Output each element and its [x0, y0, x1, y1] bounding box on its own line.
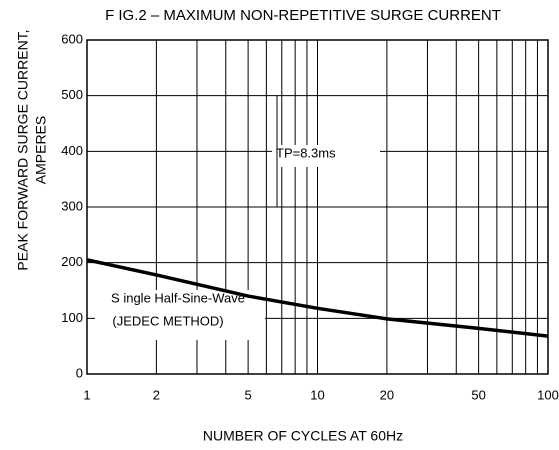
y-tick-label: 0	[76, 365, 83, 380]
y-tick-label: 100	[61, 310, 83, 325]
line	[86, 258, 549, 338]
y-tick-label: 400	[61, 143, 83, 158]
annotation-box	[272, 145, 380, 167]
x-axis-label: NUMBER OF CYCLES AT 60Hz	[203, 428, 403, 444]
y-axis-label: AMPERES	[33, 116, 49, 184]
x-tick-label: 50	[471, 387, 485, 402]
x-tick-label: 2	[153, 387, 160, 402]
y-tick-label: 500	[61, 87, 83, 102]
annotation-box	[95, 290, 265, 340]
x-tick-label: 100	[537, 387, 559, 402]
x-tick-label: 10	[310, 387, 324, 402]
chart-title: F IG.2 – MAXIMUM NON-REPETITIVE SURGE CU…	[105, 7, 501, 24]
y-tick-label: 200	[61, 254, 83, 269]
annotation: S ingle Half-Sine-Wave	[111, 290, 245, 305]
x-tick-label: 5	[244, 387, 251, 402]
y-tick-label: 300	[61, 198, 83, 213]
annotation: (JEDEC METHOD)	[112, 313, 223, 328]
y-tick-label: 600	[61, 31, 83, 46]
y-axis-label: PEAK FORWARD SURGE CURRENT,	[15, 29, 31, 270]
annotation: TP=8.3ms	[276, 145, 336, 160]
x-tick-label: 1	[83, 387, 90, 402]
x-tick-label: 20	[380, 387, 394, 402]
